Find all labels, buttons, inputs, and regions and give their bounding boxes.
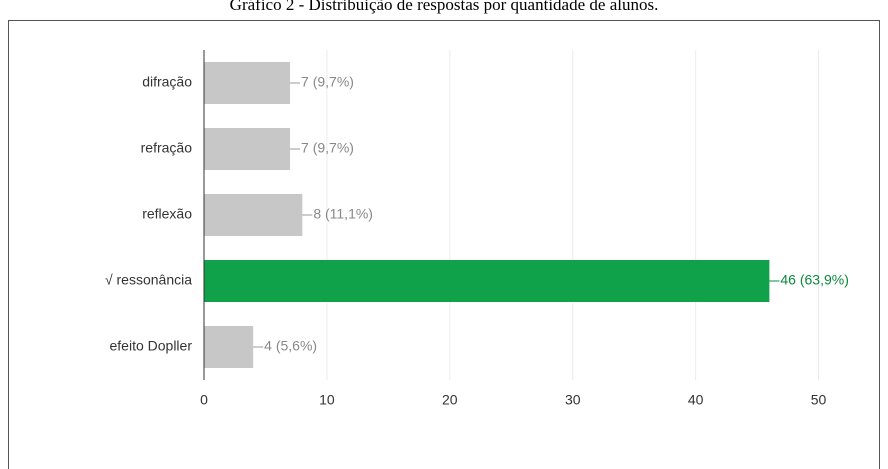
bar (204, 326, 254, 368)
value-label: 4 (5,6%) (264, 338, 317, 354)
bar (204, 62, 291, 104)
x-tick-label: 30 (565, 392, 581, 408)
y-tick-label: difração (142, 74, 192, 90)
bar (204, 260, 770, 302)
x-tick-label: 0 (200, 392, 208, 408)
value-label: 7 (9,7%) (301, 74, 354, 90)
bar (204, 128, 291, 170)
chart-title: Gráfico 2 - Distribuição de respostas po… (230, 0, 659, 14)
frame (8, 20, 880, 469)
bar (204, 194, 303, 236)
x-tick-label: 40 (688, 392, 704, 408)
y-tick-label: efeito Dopller (110, 338, 193, 354)
y-tick-label: refração (141, 140, 193, 156)
y-tick-label: √ ressonância (105, 272, 192, 288)
x-tick-label: 20 (442, 392, 458, 408)
value-label: 46 (63,9%) (780, 272, 848, 288)
value-label: 7 (9,7%) (301, 140, 354, 156)
y-tick-label: reflexão (142, 206, 192, 222)
x-tick-label: 50 (811, 392, 827, 408)
x-tick-label: 10 (319, 392, 335, 408)
value-label: 8 (11,1%) (313, 206, 373, 222)
